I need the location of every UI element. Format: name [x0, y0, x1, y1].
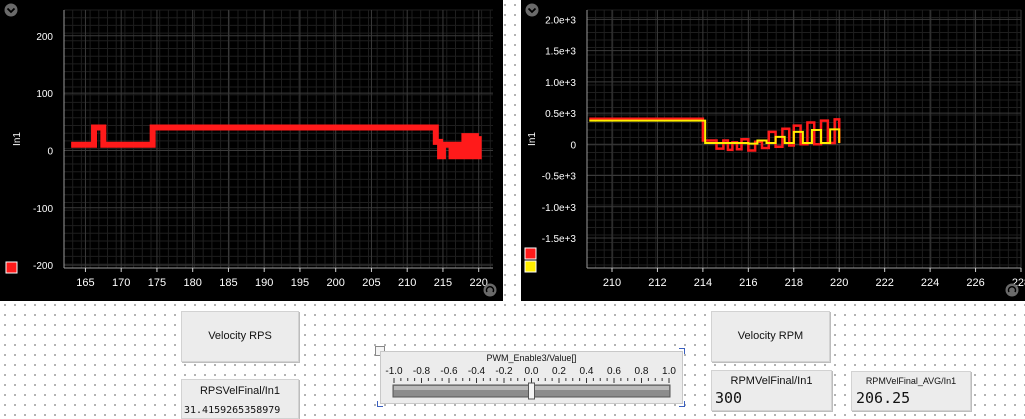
y-tick-label: 0 — [47, 146, 53, 157]
x-tick-label: 220 — [830, 277, 848, 289]
chevron-glyph — [527, 7, 537, 14]
reset-icon-bg — [1005, 283, 1019, 297]
rpm-chart-panel[interactable]: 2102122142162182202222242262282.0e+31.5e… — [521, 0, 1025, 301]
slider-tick-label: -0.4 — [468, 366, 486, 377]
velocity-rpm-button[interactable]: Velocity RPM — [711, 311, 830, 362]
velocity-rps-button[interactable]: Velocity RPS — [181, 311, 299, 362]
x-tick-label: 205 — [362, 277, 380, 289]
reset-zoom-icon[interactable] — [483, 283, 497, 297]
y-tick-label: -1.5e+3 — [542, 234, 577, 245]
rps-display-label: RPSVelFinal/In1 — [199, 385, 281, 397]
y-tick-label: 2.0e+3 — [545, 15, 576, 26]
y-tick-label: 200 — [36, 32, 53, 43]
slider-tick-label: -0.8 — [413, 366, 431, 377]
legend-swatch-0[interactable] — [524, 247, 537, 260]
chevron-icon-bg — [4, 3, 18, 17]
reset-icon-bg — [483, 283, 497, 297]
chevron-icon-bg — [525, 3, 539, 17]
chevron-glyph — [6, 7, 16, 14]
y-tick-label: 1.0e+3 — [545, 78, 576, 89]
y-tick-label: 100 — [36, 89, 53, 100]
reset-glyph — [1007, 285, 1017, 293]
slider-tick-label: 0.6 — [607, 366, 621, 377]
rpm-display-label: RPMVelFinal/In1 — [730, 375, 813, 387]
x-tick-label: 210 — [603, 277, 621, 289]
series-line-0 — [71, 124, 482, 160]
x-tick-label: 175 — [148, 277, 166, 289]
x-tick-label: 220 — [470, 277, 488, 289]
selection-corner-tr — [679, 348, 685, 354]
x-tick-label: 210 — [398, 277, 416, 289]
slider-tick-label: 0.4 — [580, 366, 594, 377]
x-tick-label: 212 — [648, 277, 666, 289]
minor-grid — [63, 9, 493, 268]
y-tick-label: 0 — [570, 140, 576, 151]
rpm-value-display: RPMVelFinal/In1 300 — [711, 370, 832, 411]
slider-thumb[interactable] — [528, 382, 535, 400]
slider-tick-label: 0.8 — [635, 366, 649, 377]
chevron-down-icon[interactable] — [525, 3, 539, 17]
y-tick-label: -200 — [33, 261, 53, 272]
x-tick-label: 218 — [785, 277, 803, 289]
rps-chart[interactable]: 165 170 175 180 185 190 195 200 205 210 215 220 200 1… — [0, 0, 503, 301]
x-tick-label: 222 — [875, 277, 893, 289]
y-tick-label: -1.0e+3 — [542, 203, 577, 214]
pwm-slider-control[interactable]: PWM_Enable3/Value[] -1.0 -0.8 -0.6 -0.4 -0.2… — [380, 351, 683, 404]
rpm-avg-value-display: RPMVelFinal_AVG/In1 206.25 — [851, 371, 971, 411]
x-tick-label: 224 — [921, 277, 939, 289]
legend-swatch-0[interactable] — [5, 261, 18, 274]
rpm-avg-display-value: 206.25 — [856, 389, 911, 407]
slider-tick-label: 0.2 — [552, 366, 566, 377]
series-line-1 — [589, 119, 841, 145]
x-tick-label: 165 — [76, 277, 94, 289]
rpm-chart[interactable]: 2102122142162182202222242262282.0e+31.5e… — [521, 0, 1025, 301]
rps-display-value: 31.4159265358979 — [184, 405, 281, 416]
y-tick-label: -100 — [33, 204, 53, 215]
rps-value-display: RPSVelFinal/In1 31.4159265358979 — [181, 379, 299, 419]
x-tick-label: 214 — [694, 277, 712, 289]
slider-tick-label: 0.0 — [525, 366, 539, 377]
rpm-avg-display-label: RPMVelFinal_AVG/In1 — [865, 376, 957, 386]
slider-tick-label: 1.0 — [662, 366, 676, 377]
y-tick-label: 0.5e+3 — [545, 109, 576, 120]
x-tick-label: 190 — [255, 277, 273, 289]
y-tick-label: 1.5e+3 — [545, 47, 576, 58]
slider-tick-label: -0.6 — [440, 366, 458, 377]
x-tick-label: 200 — [327, 277, 345, 289]
x-tick-label: 185 — [219, 277, 237, 289]
x-tick-label: 195 — [291, 277, 309, 289]
rpm-display-value: 300 — [715, 389, 743, 407]
selection-corner-br — [679, 401, 685, 407]
chevron-down-icon[interactable] — [4, 3, 18, 17]
x-tick-label: 226 — [966, 277, 984, 289]
selection-corner-bl — [377, 401, 383, 407]
x-tick-label: 215 — [434, 277, 452, 289]
reset-zoom-icon[interactable] — [1005, 283, 1019, 297]
y-tick-label: -0.5e+3 — [542, 172, 577, 183]
slider-tick-label: -1.0 — [385, 366, 403, 377]
legend-swatch-1[interactable] — [524, 260, 537, 273]
minor-grid — [586, 9, 1021, 268]
slider-tick-label: -0.2 — [495, 366, 513, 377]
slider-title: PWM_Enable3/Value[] — [486, 353, 577, 363]
x-tick-label: 216 — [739, 277, 757, 289]
slider-scale: -1.0 -0.8 -0.6 -0.4 -0.2 0.0 0.2 0.4 0.6 0.8 1.0 — [385, 366, 676, 400]
x-tick-label: 170 — [112, 277, 130, 289]
velocity-rps-label: Velocity RPS — [208, 330, 272, 342]
velocity-rpm-label: Velocity RPM — [737, 330, 804, 342]
y-axis-label: In1 — [527, 132, 538, 146]
x-tick-label: 180 — [184, 277, 202, 289]
rps-chart-panel[interactable]: 165 170 175 180 185 190 195 200 205 210 215 220 200 1… — [0, 0, 503, 301]
reset-glyph — [485, 285, 495, 293]
y-axis-label: In1 — [12, 132, 23, 146]
